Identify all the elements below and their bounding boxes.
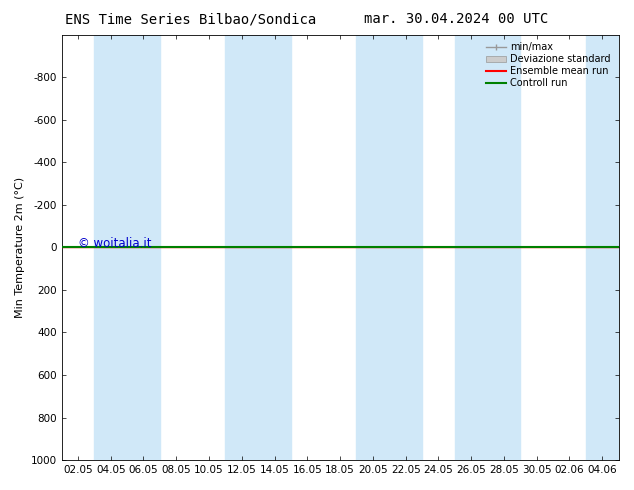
Y-axis label: Min Temperature 2m (°C): Min Temperature 2m (°C) — [15, 177, 25, 318]
Bar — [226, 35, 291, 460]
Text: ENS Time Series Bilbao/Sondica: ENS Time Series Bilbao/Sondica — [65, 12, 316, 26]
Text: © woitalia.it: © woitalia.it — [78, 238, 152, 250]
Legend: min/max, Deviazione standard, Ensemble mean run, Controll run: min/max, Deviazione standard, Ensemble m… — [483, 40, 614, 91]
Bar — [356, 35, 422, 460]
Bar — [94, 35, 160, 460]
Bar — [455, 35, 521, 460]
Bar — [586, 35, 634, 460]
Text: mar. 30.04.2024 00 UTC: mar. 30.04.2024 00 UTC — [365, 12, 548, 26]
